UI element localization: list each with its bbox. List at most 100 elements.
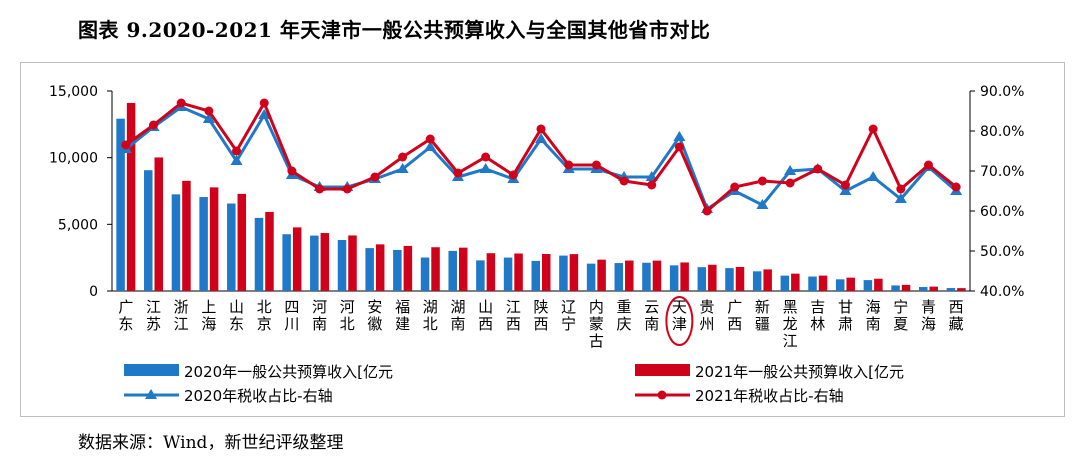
bar-2021 bbox=[901, 284, 911, 291]
category-label: 北 bbox=[340, 315, 355, 333]
bar-2020 bbox=[808, 276, 817, 291]
bar-2021 bbox=[486, 253, 496, 291]
marker-2021 bbox=[287, 166, 297, 176]
category-label: 江 bbox=[783, 332, 798, 350]
category-label: 徽 bbox=[367, 315, 382, 333]
bar-2020 bbox=[476, 260, 485, 291]
category-label: 西 bbox=[949, 298, 964, 316]
bar-2021 bbox=[154, 157, 164, 291]
bar-2021 bbox=[625, 260, 634, 291]
bar-2020 bbox=[780, 275, 790, 291]
marker-2021 bbox=[315, 184, 325, 194]
category-label: 青 bbox=[921, 298, 936, 316]
bar-2021 bbox=[514, 253, 523, 291]
marker-2021 bbox=[425, 134, 435, 144]
category-label: 广 bbox=[727, 298, 742, 316]
category-label: 林 bbox=[810, 315, 825, 333]
left-tick-label: 10,000 bbox=[49, 151, 98, 167]
legend-label: 2020年一般公共预算收入[亿元 bbox=[184, 363, 393, 381]
category-label: 疆 bbox=[755, 315, 770, 333]
bar-2021 bbox=[375, 244, 385, 291]
bar-2020 bbox=[891, 285, 900, 291]
category-label: 东 bbox=[229, 315, 244, 333]
marker-2021 bbox=[951, 182, 961, 192]
bar-2020 bbox=[669, 265, 679, 291]
category-label: 湖 bbox=[423, 298, 438, 316]
marker-2021 bbox=[259, 98, 269, 108]
category-label: 海 bbox=[921, 315, 936, 333]
bar-2021 bbox=[569, 254, 579, 291]
right-tick-label: 70.0% bbox=[980, 164, 1024, 180]
legend-label: 2020年税收占比-右轴 bbox=[184, 387, 333, 405]
marker-2020 bbox=[479, 163, 492, 173]
bar-2021 bbox=[735, 267, 745, 291]
marker-2020 bbox=[230, 155, 243, 165]
marker-2021 bbox=[149, 120, 159, 130]
marker-2020 bbox=[396, 163, 409, 173]
marker-2020 bbox=[839, 185, 852, 195]
line-2021 bbox=[124, 99, 958, 214]
bar-2020 bbox=[254, 217, 264, 291]
marker-2021 bbox=[868, 124, 878, 134]
chart-title: 图表 9.2020-2021 年天津市一般公共预算收入与全国其他省市对比 bbox=[78, 18, 711, 42]
category-label: 黑 bbox=[783, 298, 798, 316]
bar-2020 bbox=[365, 248, 374, 291]
bar-2020 bbox=[144, 170, 153, 291]
bar-2020 bbox=[310, 235, 319, 291]
category-label: 蒙 bbox=[589, 315, 604, 333]
category-label: 西 bbox=[727, 315, 742, 333]
bar-2021 bbox=[292, 227, 302, 291]
bar-2021 bbox=[957, 288, 966, 291]
left-tick-label: 5,000 bbox=[58, 217, 98, 233]
right-tick-label: 40.0% bbox=[980, 284, 1024, 300]
category-label: 海 bbox=[866, 298, 881, 316]
category-label: 上 bbox=[201, 298, 216, 316]
marker-2021 bbox=[785, 178, 795, 188]
marker-2021 bbox=[176, 98, 186, 108]
bar-2021 bbox=[708, 264, 717, 291]
bar-2021 bbox=[874, 278, 883, 291]
category-label: 西 bbox=[533, 315, 548, 333]
category-label: 陕 bbox=[533, 298, 548, 316]
bar-2021 bbox=[431, 247, 440, 291]
category-label: 辽 bbox=[561, 298, 576, 316]
marker-2021 bbox=[923, 160, 933, 170]
right-tick-label: 50.0% bbox=[980, 244, 1024, 260]
category-label: 云 bbox=[644, 298, 659, 316]
category-label: 京 bbox=[257, 315, 272, 333]
marker-2021 bbox=[647, 180, 657, 190]
category-label: 江 bbox=[506, 298, 521, 316]
bar-2021 bbox=[182, 180, 191, 291]
category-label: 新 bbox=[755, 298, 770, 316]
marker-2021 bbox=[840, 180, 850, 190]
bar-2021 bbox=[403, 245, 413, 291]
bar-2021 bbox=[929, 286, 938, 291]
marker-2020 bbox=[867, 171, 880, 181]
bar-2021 bbox=[846, 277, 855, 291]
bar-2020 bbox=[614, 263, 624, 291]
marker-2021 bbox=[536, 124, 546, 134]
category-label: 河 bbox=[312, 298, 327, 316]
marker-2021 bbox=[481, 152, 491, 162]
bar-2020 bbox=[752, 271, 762, 291]
category-label: 南 bbox=[450, 315, 465, 333]
category-label: 北 bbox=[423, 315, 438, 333]
legend-label: 2021年一般公共预算收入[亿元 bbox=[695, 363, 904, 381]
category-label: 夏 bbox=[893, 315, 908, 333]
category-label: 宁 bbox=[561, 315, 576, 333]
category-label: 重 bbox=[617, 298, 632, 316]
marker-2020 bbox=[202, 113, 215, 123]
category-label: 龙 bbox=[783, 315, 798, 333]
category-label: 川 bbox=[284, 315, 299, 333]
bar-2021 bbox=[209, 187, 219, 291]
category-label: 建 bbox=[395, 315, 410, 333]
bar-2020 bbox=[946, 288, 956, 291]
chart-frame bbox=[20, 62, 1065, 417]
bar-2020 bbox=[863, 280, 873, 291]
marker-2021 bbox=[232, 146, 242, 156]
marker-2020 bbox=[894, 193, 907, 203]
legend-marker bbox=[657, 390, 667, 400]
marker-2021 bbox=[591, 160, 601, 170]
bar-2020 bbox=[531, 260, 540, 291]
